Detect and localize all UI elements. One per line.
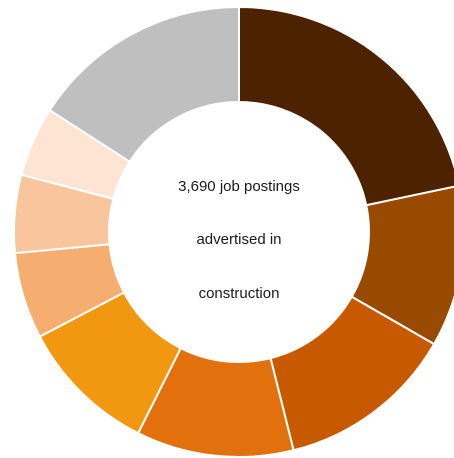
center-label-line-3: construction xyxy=(199,285,280,302)
donut-slice-1 xyxy=(238,5,454,207)
donut-slices xyxy=(13,5,454,458)
donut-slice-9 xyxy=(48,5,240,164)
center-label-line-1: 3,690 job postings xyxy=(178,178,300,195)
center-label-line-2: advertised in xyxy=(196,231,281,248)
